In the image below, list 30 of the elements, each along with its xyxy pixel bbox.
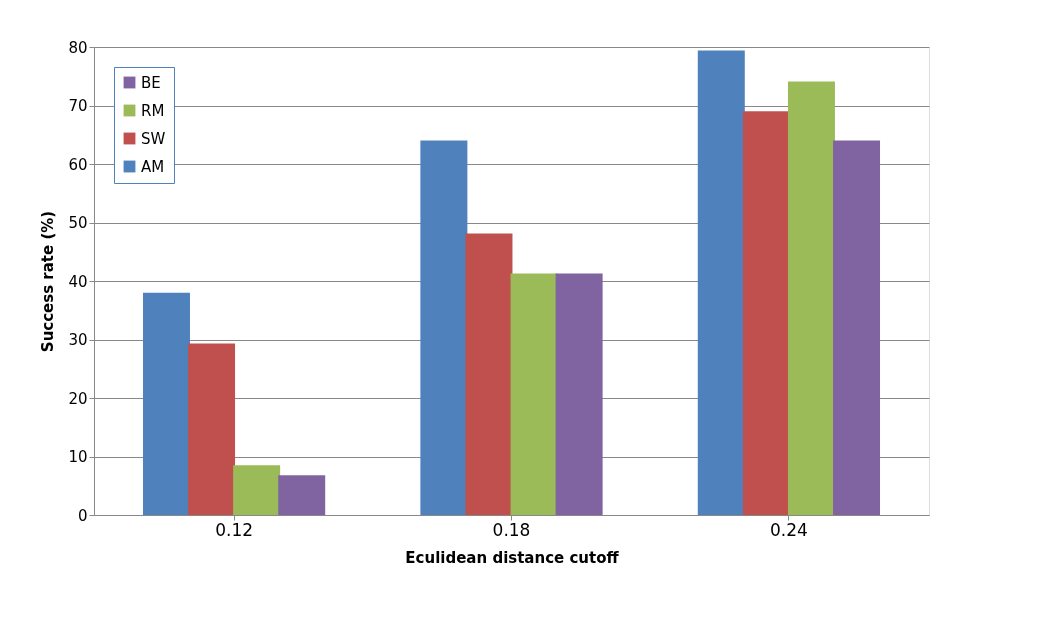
bar [742,111,790,515]
x-axis-title: Eculidean distance cutoff [405,548,620,567]
bar [787,81,835,515]
bar [465,233,513,515]
legend-label: AM [141,157,165,176]
bar [188,343,236,515]
x-tick-label: 0.18 [492,519,531,540]
y-tick-label: 30 [68,331,88,349]
y-axis-title: Success rate (%) [39,210,58,353]
bar [510,273,558,515]
bar [233,465,281,515]
y-tick-label: 10 [68,448,88,466]
bar [278,475,326,515]
y-tick-label: 60 [68,155,88,174]
bar [142,292,190,515]
x-tick-label: 0.12 [215,519,254,540]
bar [420,140,468,515]
y-tick-label: 40 [68,272,88,291]
bar [697,50,745,515]
legend-label: RM [141,101,165,120]
bar [833,140,881,515]
y-tick-label: 50 [68,214,88,232]
bar [555,273,603,515]
y-tick-label: 80 [68,38,88,57]
legend-label: BE [141,73,161,92]
y-tick-label: 0 [77,506,88,525]
y-tick-label: 20 [68,389,88,408]
legend-label: SW [141,129,166,148]
x-tick-label: 0.24 [769,519,808,540]
y-tick-label: 70 [68,97,88,115]
